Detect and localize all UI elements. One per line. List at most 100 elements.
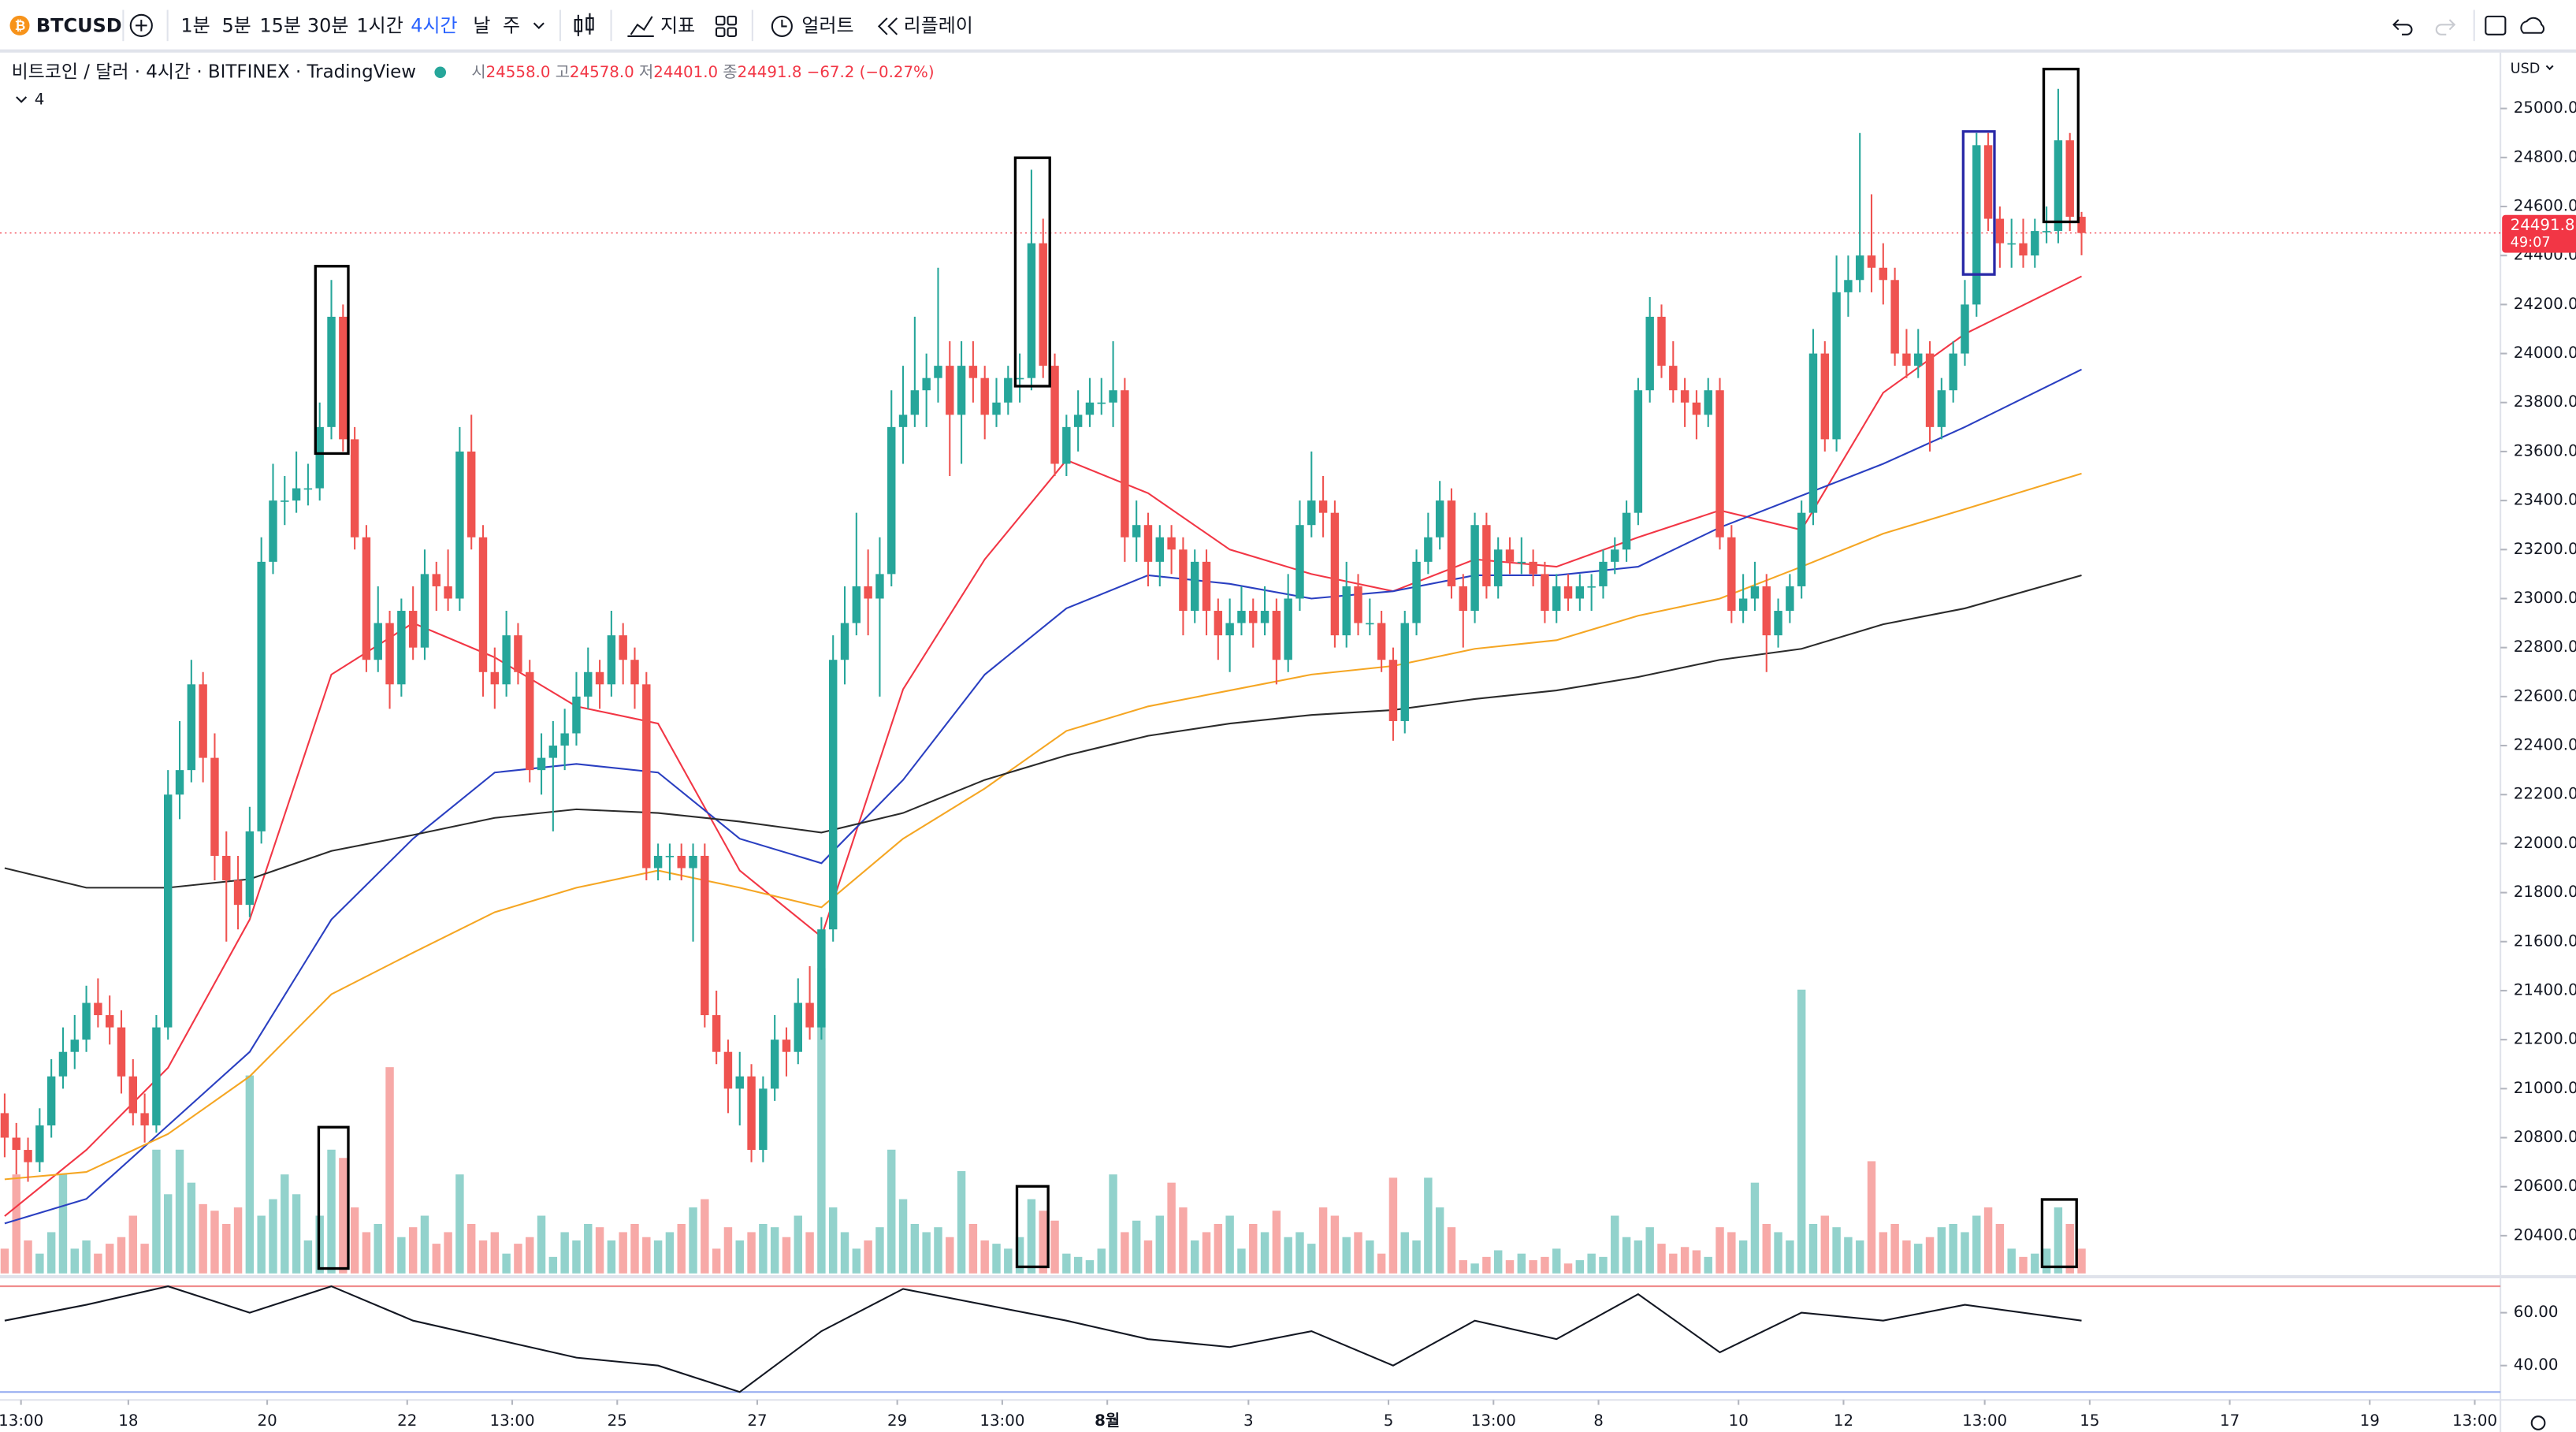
- volume-bar: [1738, 1240, 1748, 1274]
- volume-bar: [1167, 1182, 1176, 1274]
- chart-title: 비트코인 / 달러 · 4시간 · BITFINEX · TradingView: [12, 61, 416, 82]
- candle-body: [817, 929, 826, 1028]
- candle-body: [1202, 561, 1211, 612]
- volume-bar: [701, 1199, 709, 1274]
- x-tick-label: 17: [2220, 1412, 2240, 1430]
- volume-bar: [1925, 1237, 1935, 1274]
- x-tick-label: 29: [887, 1412, 907, 1430]
- candle-body: [1680, 390, 1689, 403]
- interval-button[interactable]: 1시간: [356, 14, 403, 36]
- candle-body: [864, 586, 872, 599]
- volume-bar: [946, 1237, 954, 1274]
- volume-bar: [1961, 1232, 1969, 1274]
- redo[interactable]: [2435, 19, 2456, 35]
- currency[interactable]: USD: [2511, 61, 2541, 77]
- indicators-button[interactable]: 지표: [660, 14, 695, 36]
- volume-bar: [1366, 1240, 1374, 1274]
- volume-bar: [1505, 1260, 1515, 1274]
- volume-bar: [619, 1232, 627, 1274]
- volume-bar: [1599, 1256, 1608, 1274]
- y-tick-label: 22800.0: [2514, 638, 2576, 656]
- fullscreen[interactable]: [2485, 15, 2507, 35]
- candle-body: [759, 1088, 768, 1151]
- interval-button[interactable]: 5분: [221, 14, 251, 36]
- candle-body: [1505, 549, 1515, 562]
- volume-bar: [339, 1158, 348, 1274]
- icon-part: [715, 15, 726, 26]
- undo[interactable]: [2392, 19, 2413, 35]
- symbol[interactable]: BTCUSD: [36, 14, 122, 36]
- interval-button[interactable]: 1분: [180, 14, 210, 36]
- annotation-box: [2040, 1198, 2078, 1269]
- candle-body: [584, 671, 593, 697]
- volume-bar: [1307, 1244, 1316, 1274]
- volume-bar: [898, 1199, 908, 1274]
- settings-gear[interactable]: [2530, 1415, 2546, 1430]
- annotation-box: [1961, 130, 1996, 276]
- candle-body: [94, 1002, 102, 1016]
- volume-bar: [1832, 1227, 1841, 1274]
- y-tick-label: 21600.0: [2514, 932, 2576, 950]
- candle-body: [397, 611, 406, 685]
- annotations: [314, 67, 2080, 1270]
- y-tick-label: 20600.0: [2514, 1177, 2576, 1195]
- candle-body: [653, 855, 663, 868]
- high-label: 고: [556, 62, 570, 80]
- collapse-indicators[interactable]: [16, 96, 28, 103]
- candle-body: [444, 586, 452, 599]
- y-tick-label: 23600.0: [2514, 441, 2576, 459]
- volume-bar: [1575, 1260, 1585, 1274]
- volume-bar: [1191, 1240, 1199, 1274]
- currency-dropdown[interactable]: [2545, 65, 2554, 71]
- chart-type-icon[interactable]: [574, 13, 594, 36]
- volume-bar: [864, 1240, 872, 1274]
- candle-body: [1961, 304, 1969, 354]
- volume-bar: [1225, 1215, 1234, 1274]
- candle-body: [852, 586, 861, 623]
- candle-body: [315, 426, 324, 489]
- interval-button[interactable]: 4시간: [411, 14, 457, 36]
- interval-button[interactable]: 주: [503, 14, 520, 36]
- candle-body: [1529, 561, 1537, 575]
- cloud-save[interactable]: [2520, 17, 2545, 34]
- candle-body: [105, 1015, 114, 1028]
- interval-button[interactable]: 날: [473, 14, 490, 36]
- candle-body: [1039, 243, 1047, 366]
- x-tick-label: 15: [2080, 1412, 2099, 1430]
- candle-body: [1459, 586, 1467, 612]
- candle-body: [1715, 390, 1724, 537]
- alert-button[interactable]: 얼러트: [801, 14, 853, 36]
- candle-body: [992, 402, 1001, 415]
- alert-icon: [771, 15, 793, 37]
- volume-bar: [303, 1240, 313, 1274]
- volume-bar: [408, 1227, 418, 1274]
- candle-body: [1155, 537, 1165, 562]
- interval-dropdown[interactable]: [533, 22, 545, 29]
- candle-body: [1692, 402, 1701, 415]
- replay-button[interactable]: 리플레이: [904, 14, 973, 36]
- change: −67.2: [807, 62, 855, 80]
- volume-bar: [957, 1170, 966, 1274]
- open-value: 24558.0: [486, 62, 551, 80]
- candle-body: [1400, 623, 1409, 721]
- candle-body: [1470, 525, 1479, 612]
- layout-icon[interactable]: [715, 15, 738, 37]
- market-open-dot: [434, 66, 447, 79]
- y-tick-label: 24200.0: [2514, 295, 2576, 313]
- candle-body: [712, 1015, 721, 1052]
- x-tick-label: 25: [608, 1412, 627, 1430]
- candle-body: [1191, 561, 1199, 612]
- y-tick-label: 21200.0: [2514, 1030, 2576, 1048]
- add-symbol[interactable]: [129, 13, 153, 37]
- volume-bar: [1143, 1240, 1153, 1274]
- interval-button[interactable]: 30분: [307, 14, 349, 36]
- volume-bar: [1902, 1240, 1911, 1274]
- candle-body: [58, 1051, 68, 1077]
- volume-bar: [1237, 1248, 1246, 1274]
- interval-button[interactable]: 15분: [259, 14, 301, 36]
- volume-bar: [1097, 1248, 1106, 1274]
- volume-bar: [922, 1232, 931, 1274]
- volume-bar: [723, 1227, 733, 1274]
- x-tick-label: 18: [118, 1412, 138, 1430]
- candle-body: [1786, 586, 1794, 612]
